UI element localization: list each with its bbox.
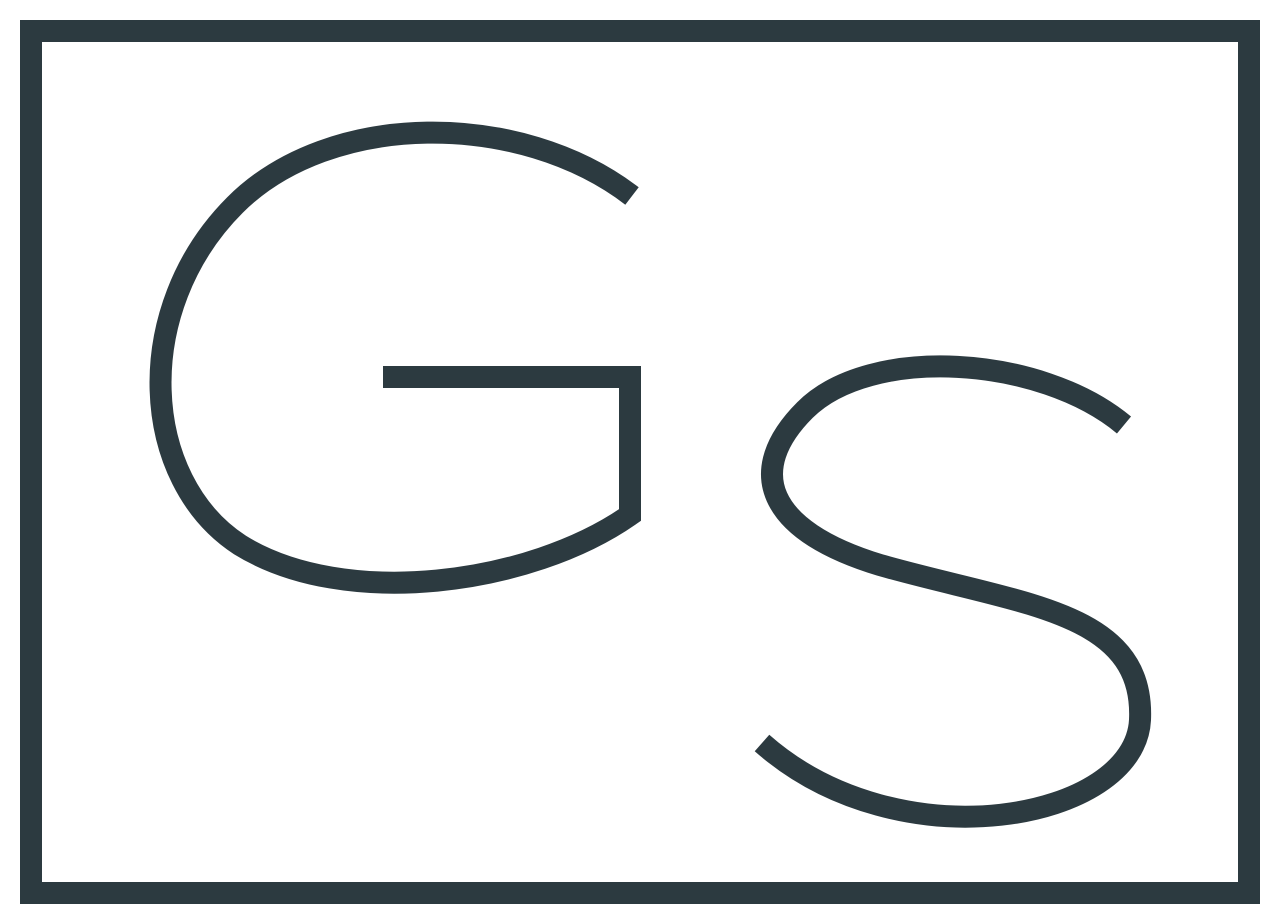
letter-g [149, 121, 641, 594]
logo-frame [20, 20, 1260, 904]
letter-s [754, 355, 1152, 828]
